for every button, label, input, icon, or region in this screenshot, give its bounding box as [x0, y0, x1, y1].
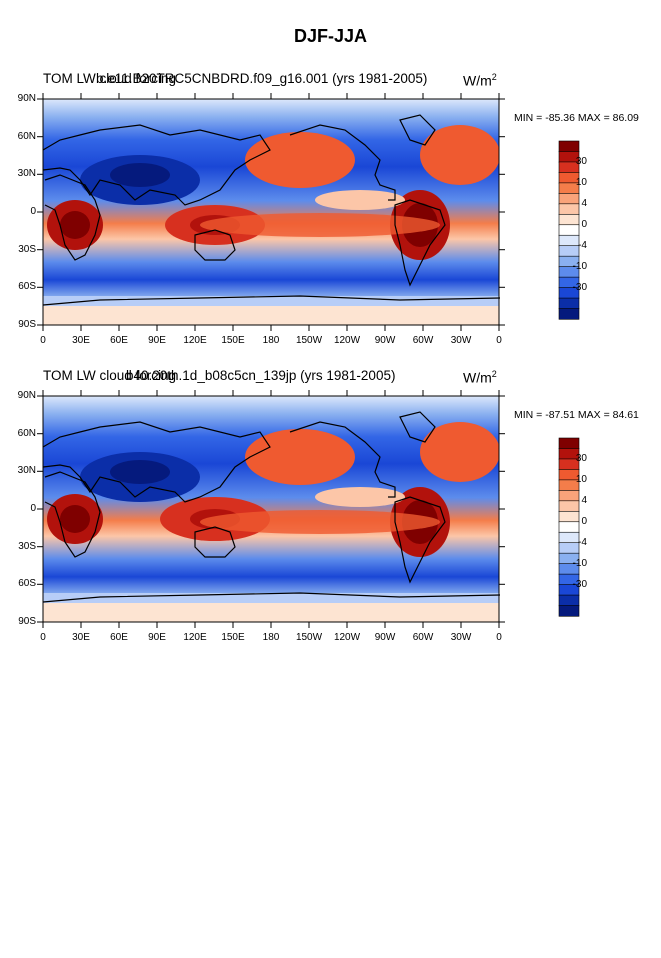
longitude-label: 60E [110, 632, 128, 643]
colorbar-label: 0 [581, 515, 587, 527]
panel-2-units: W/m2 [463, 369, 497, 386]
longitude-label: 0 [496, 335, 502, 346]
colorbar-1 [558, 140, 580, 320]
latitude-label: 90N [17, 93, 36, 104]
panel-1-minmax: MIN = -85.36 MAX = 86.09 [514, 112, 639, 124]
figure-title: DJF-JJA [293, 26, 368, 46]
north-atlantic-maximum [420, 125, 499, 185]
map-panel-2: TOM LW cloud forcing b40.20th.1d_b08c5cn… [0, 297, 661, 643]
coastlines-1 [42, 114, 501, 306]
latitude-label: 0 [30, 206, 36, 217]
latitude-label: 90S [18, 616, 36, 627]
colorbar-label: -30 [572, 578, 587, 590]
latitude-label: 30N [17, 168, 36, 180]
latitude-label: 60S [18, 281, 36, 293]
longitude-label: 60E [110, 335, 128, 346]
map-canvas-2 [37, 390, 505, 628]
colorbar-label: 30 [575, 452, 587, 464]
longitude-label: 90E [148, 335, 166, 346]
longitude-label: 30E [72, 632, 90, 643]
longitude-label: 60W [412, 632, 434, 643]
north-pacific-maximum [245, 429, 355, 485]
latitude-label: 90N [17, 390, 36, 401]
latitude-label: 60N [17, 427, 36, 439]
colorbar-label: -10 [572, 557, 587, 569]
longitude-label: 90W [374, 335, 396, 346]
contour-field-2 [43, 396, 499, 622]
longitude-label: 120W [333, 335, 361, 346]
latitude-label: 0 [30, 503, 36, 514]
panel-2-minmax: MIN = -87.51 MAX = 84.61 [514, 409, 639, 421]
colorbar-label: 30 [575, 155, 587, 167]
latitude-label: 90S [18, 319, 36, 330]
panel-2-label-main: TOM LW cloud forcing [43, 368, 177, 383]
colorbar-swatch [558, 140, 580, 153]
longitude-label: 120W [333, 632, 361, 643]
longitude-label: 30W [450, 632, 472, 643]
colorbar-label: -10 [572, 260, 587, 272]
longitude-label: 90W [374, 632, 396, 643]
longitude-label: 0 [496, 632, 502, 643]
colorbar-label: -30 [572, 281, 587, 293]
colorbar-label: 10 [575, 473, 587, 485]
latitude-label: 30N [17, 465, 36, 477]
longitude-label: 150W [295, 335, 323, 346]
colorbar-label: 4 [581, 197, 587, 209]
latitude-label: 60N [17, 130, 36, 142]
colorbar-label: 0 [581, 218, 587, 230]
colorbar-swatch [558, 605, 580, 617]
longitude-label: 120E [183, 335, 207, 346]
colorbar-label: -4 [578, 536, 587, 548]
north-pacific-maximum [245, 132, 355, 188]
colorbar-2 [558, 437, 580, 617]
longitude-label: 180 [262, 335, 280, 346]
colorbar-swatch [558, 308, 580, 320]
colorbar-label: -4 [578, 239, 587, 251]
contour-field-1 [43, 99, 499, 325]
coastlines-2 [42, 411, 501, 603]
latitude-label: 60S [18, 578, 36, 590]
ticks-2 [37, 390, 505, 628]
map-canvas-1 [37, 93, 505, 331]
longitude-label: 60W [412, 335, 434, 346]
colorbar-swatch [558, 594, 580, 607]
ticks-1 [37, 93, 505, 331]
longitude-label: 150E [221, 335, 245, 346]
longitude-label: 150E [221, 632, 245, 643]
latitude-label: 30S [18, 243, 36, 255]
longitude-label: 30E [72, 335, 90, 346]
longitude-label: 0 [40, 632, 46, 643]
panel-1-units: W/m2 [463, 72, 497, 89]
longitude-label: 0 [40, 335, 46, 346]
longitude-label: 180 [262, 632, 280, 643]
longitude-label: 150W [295, 632, 323, 643]
panel-1-label-case: b.e11.B20TRC5CNBDRD.f09_g16.001 (yrs 198… [96, 71, 428, 86]
panel-2-label-case: b40.20th.1d_b08c5cn_139jp (yrs 1981-2005… [126, 368, 396, 383]
longitude-label: 90E [148, 632, 166, 643]
longitude-label: 30W [450, 335, 472, 346]
colorbar-label: 10 [575, 176, 587, 188]
map-panel-1: TOM LW cloud forcing b.e11.B20TRC5CNBDRD… [0, 0, 661, 346]
colorbar-swatch [558, 437, 580, 450]
panel-1-label-main: TOM LW cloud forcing [43, 71, 177, 86]
latitude-label: 30S [18, 540, 36, 552]
north-atlantic-maximum [420, 422, 499, 482]
colorbar-label: 4 [581, 494, 587, 506]
longitude-label: 120E [183, 632, 207, 643]
